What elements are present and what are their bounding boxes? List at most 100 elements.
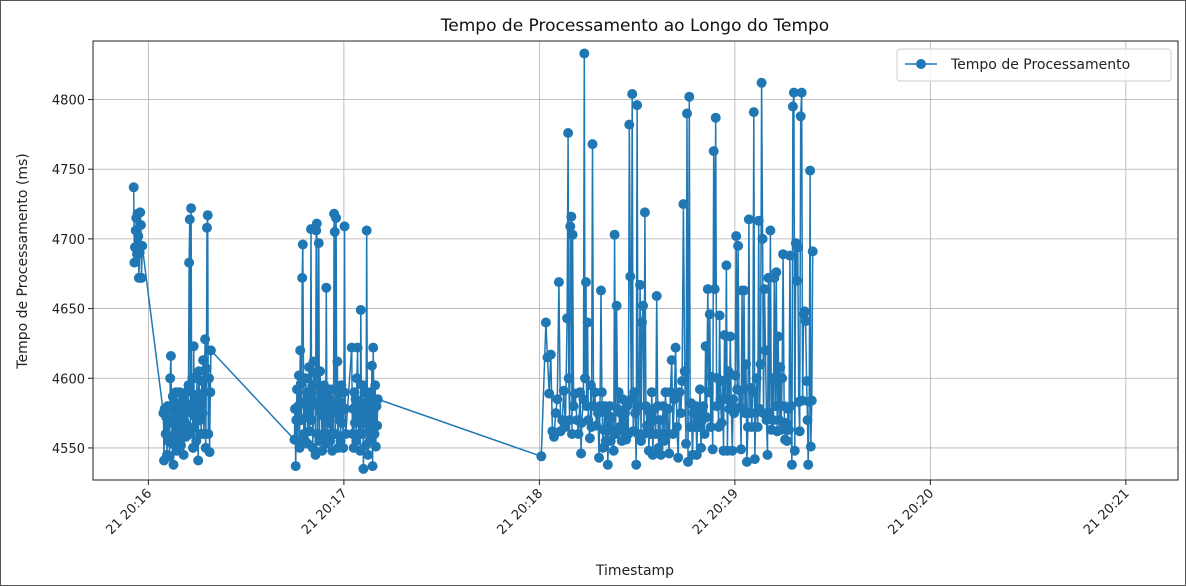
y-tick-label: 4750	[52, 163, 85, 178]
data-point	[198, 355, 209, 366]
x-tick-label: 21 20:17	[299, 486, 351, 538]
data-point	[701, 412, 712, 423]
data-point	[188, 341, 199, 352]
data-point	[646, 387, 657, 398]
data-point	[325, 384, 336, 395]
data-point	[654, 415, 665, 426]
data-point	[204, 447, 215, 458]
data-point	[700, 341, 711, 352]
x-tick-label: 21 20:21	[1081, 486, 1133, 538]
data-point	[189, 422, 200, 432]
data-point	[755, 359, 766, 370]
data-point	[671, 422, 682, 432]
data-point	[315, 366, 326, 377]
data-point	[682, 108, 692, 119]
data-point	[563, 373, 574, 384]
data-point	[372, 420, 383, 431]
data-point	[782, 436, 792, 446]
data-point	[552, 394, 563, 405]
data-point	[536, 451, 547, 462]
data-point	[721, 260, 732, 271]
data-point	[651, 291, 662, 301]
y-tick-label: 4800	[52, 94, 85, 109]
data-point	[609, 229, 620, 240]
data-point	[756, 77, 767, 88]
data-point	[587, 139, 598, 150]
data-point	[784, 250, 795, 261]
data-point	[787, 101, 798, 112]
data-point	[675, 408, 686, 419]
data-point	[604, 401, 615, 412]
data-point	[748, 107, 759, 118]
data-point	[368, 342, 379, 353]
series-line	[132, 52, 814, 470]
data-point	[365, 387, 375, 398]
data-point	[323, 417, 334, 428]
data-point	[549, 431, 559, 442]
data-point	[191, 436, 202, 446]
data-point	[743, 214, 754, 225]
data-point	[807, 246, 818, 257]
data-point	[136, 272, 147, 283]
data-point	[805, 441, 816, 452]
data-point	[806, 395, 817, 406]
legend: Tempo de Processamento	[896, 48, 1172, 82]
data-point	[313, 238, 324, 249]
data-point	[800, 316, 811, 327]
legend-label: Tempo de Processamento	[950, 57, 1130, 73]
data-point	[709, 284, 720, 295]
data-point	[369, 429, 380, 439]
chart-title: Tempo de Processamento ao Longo do Tempo	[440, 16, 829, 36]
data-point	[777, 373, 788, 384]
data-point	[567, 229, 578, 240]
data-point	[202, 210, 213, 221]
data-point	[331, 213, 342, 223]
data-point	[135, 220, 146, 230]
data-point	[596, 387, 607, 398]
data-point	[647, 449, 658, 460]
data-point	[795, 111, 806, 122]
data-point	[703, 387, 714, 398]
data-point	[573, 429, 584, 439]
data-point	[295, 345, 306, 356]
data-point	[321, 282, 332, 293]
data-point	[193, 366, 204, 377]
data-point	[294, 442, 305, 453]
data-point	[300, 373, 311, 384]
data-point	[329, 226, 340, 237]
data-point	[186, 203, 197, 214]
data-point	[707, 444, 718, 455]
data-point	[725, 331, 736, 342]
data-point	[352, 342, 363, 353]
y-tick-label: 4600	[52, 372, 85, 387]
data-point	[178, 449, 189, 460]
data-point	[631, 459, 642, 470]
data-point	[765, 225, 776, 236]
data-point	[799, 306, 810, 317]
x-tick-label: 21 20:19	[690, 486, 742, 538]
data-point	[739, 285, 749, 296]
plot-frame	[92, 40, 1179, 481]
data-point	[736, 444, 747, 455]
data-point	[370, 441, 381, 452]
data-point	[698, 401, 709, 412]
data-point	[581, 277, 591, 288]
data-point	[757, 233, 768, 244]
data-point	[304, 426, 315, 437]
data-point	[605, 436, 616, 446]
x-tick-label: 21 20:20	[885, 486, 937, 538]
data-point	[203, 429, 214, 439]
data-point	[762, 449, 773, 460]
data-point	[193, 455, 204, 466]
data-point	[741, 456, 752, 467]
series-tempo-de-processamento	[128, 48, 818, 474]
y-tick-label: 4700	[52, 233, 85, 248]
data-point	[786, 459, 797, 470]
data-point	[788, 87, 799, 98]
data-point	[731, 231, 742, 242]
data-point	[773, 331, 784, 342]
data-point	[720, 394, 731, 405]
data-point	[544, 388, 555, 399]
data-point	[638, 300, 648, 311]
data-point	[562, 313, 573, 324]
